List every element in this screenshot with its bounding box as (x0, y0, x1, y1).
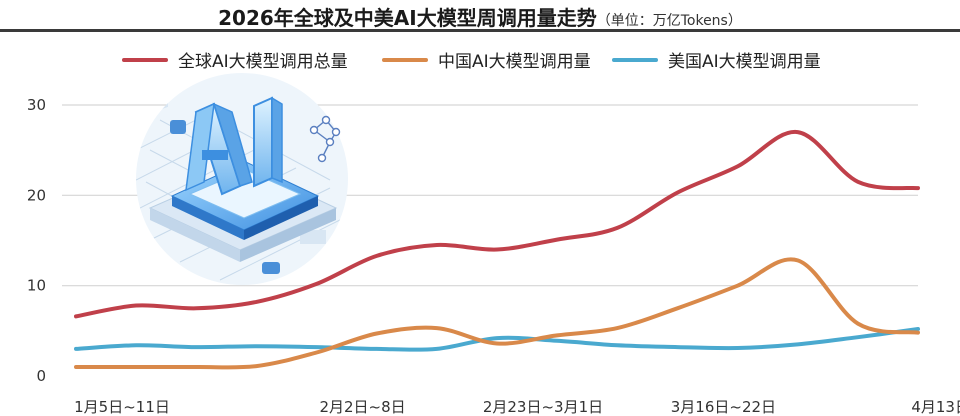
legend-item-us: 美国AI大模型调用量 (612, 47, 821, 72)
legend-item-global: 全球AI大模型调用总量 (122, 47, 348, 72)
series-line-us (74, 327, 920, 352)
series-line-global (74, 130, 920, 319)
chart-legend: 全球AI大模型调用总量 中国AI大模型调用量 美国AI大模型调用量 (0, 47, 960, 75)
x-tick-label: 4月13日~19日 (911, 398, 960, 416)
legend-swatch-us (612, 57, 658, 62)
x-tick-label: 3月16日~22日 (671, 398, 776, 416)
legend-item-china: 中国AI大模型调用量 (382, 47, 591, 72)
chart-title-unit: （单位：万亿Tokens） (596, 13, 742, 29)
chart-series (74, 130, 920, 370)
y-tick-label: 20 (27, 186, 46, 204)
y-tick-label: 0 (36, 367, 46, 385)
chart-title-main: 2026年全球及中美AI大模型周调用量走势 (218, 6, 597, 30)
ai-chip-icon (185, 96, 283, 196)
x-axis: 1月5日~11日 2月2日~8日 2月23日~3月1日 3月16日~22日 4月13日~… (74, 398, 960, 416)
legend-label-china: 中国AI大模型调用量 (438, 52, 591, 72)
ai-chip-illustration (136, 73, 348, 285)
y-axis: 0 10 20 30 (27, 96, 46, 385)
legend-label-us: 美国AI大模型调用量 (668, 52, 821, 72)
x-tick-label: 2月2日~8日 (319, 398, 405, 416)
y-tick-label: 30 (27, 96, 46, 114)
legend-swatch-global (122, 57, 168, 62)
legend-swatch-china (382, 57, 428, 62)
x-tick-label: 1月5日~11日 (74, 398, 170, 416)
title-divider (0, 29, 960, 32)
series-line-china (74, 257, 920, 370)
legend-label-global: 全球AI大模型调用总量 (178, 52, 348, 72)
chart-title: 2026年全球及中美AI大模型周调用量走势（单位：万亿Tokens） (0, 2, 960, 31)
x-tick-label: 2月23日~3月1日 (483, 398, 603, 416)
y-tick-label: 10 (27, 277, 46, 295)
